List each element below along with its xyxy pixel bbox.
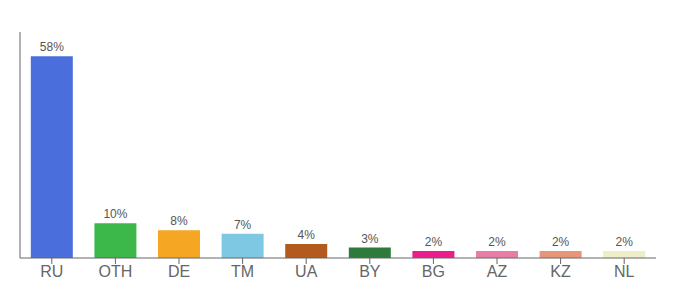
svg-text:RU: RU (40, 263, 63, 280)
svg-text:2%: 2% (616, 235, 634, 249)
svg-text:AZ: AZ (487, 263, 508, 280)
svg-text:10%: 10% (103, 207, 127, 221)
svg-text:2%: 2% (488, 235, 506, 249)
svg-text:3%: 3% (361, 232, 379, 246)
svg-text:2%: 2% (552, 235, 570, 249)
svg-text:TM: TM (231, 263, 254, 280)
svg-text:UA: UA (295, 263, 318, 280)
svg-text:58%: 58% (40, 40, 64, 54)
svg-text:OTH: OTH (99, 263, 133, 280)
svg-text:4%: 4% (298, 228, 316, 242)
svg-text:DE: DE (168, 263, 190, 280)
svg-text:BY: BY (359, 263, 381, 280)
svg-text:2%: 2% (425, 235, 443, 249)
svg-text:8%: 8% (170, 214, 188, 228)
svg-text:NL: NL (614, 263, 635, 280)
svg-text:KZ: KZ (550, 263, 571, 280)
svg-text:BG: BG (422, 263, 445, 280)
svg-text:7%: 7% (234, 218, 252, 232)
